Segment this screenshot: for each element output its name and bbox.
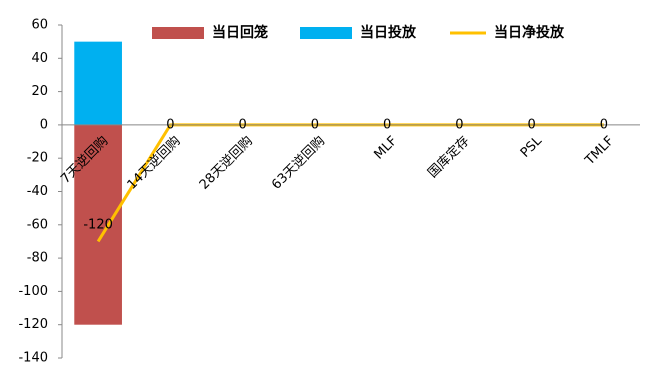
legend-label: 当日投放 <box>360 24 417 41</box>
legend-swatch <box>300 27 352 39</box>
x-tick-label: TMLF <box>582 134 617 169</box>
legend-label: 当日回笼 <box>212 24 268 41</box>
y-tick-label: -60 <box>27 217 48 232</box>
y-tick-label: -140 <box>18 351 48 366</box>
data-label: 0 <box>238 117 246 132</box>
y-tick-label: 20 <box>31 84 48 99</box>
data-label: 0 <box>383 117 391 132</box>
y-tick-label: -40 <box>27 184 48 199</box>
x-tick-label: PSL <box>518 133 546 161</box>
x-tick-label: 14天逆回购 <box>124 133 184 193</box>
legend-swatch <box>152 27 204 39</box>
data-label: 0 <box>455 117 463 132</box>
legend: 当日回笼 当日投放 当日净投放 <box>152 24 565 41</box>
y-tick-label: -120 <box>18 317 48 332</box>
x-tick-label: 国库定存 <box>425 133 473 181</box>
y-tick-label: 40 <box>31 51 48 66</box>
data-label: 0 <box>600 117 608 132</box>
data-label: 0 <box>527 117 535 132</box>
bar <box>74 41 122 125</box>
y-tick-label: -100 <box>18 284 48 299</box>
data-label: 0 <box>311 117 319 132</box>
x-tick-label: 28天逆回购 <box>196 133 256 193</box>
x-tick-label: 63天逆回购 <box>268 133 328 193</box>
y-tick-label: -80 <box>27 251 48 266</box>
x-tick-label: MLF <box>371 134 400 163</box>
y-tick-label: 60 <box>31 18 48 33</box>
bar <box>74 124 122 325</box>
y-tick-label: 0 <box>40 117 48 132</box>
data-label: 0 <box>166 117 174 132</box>
data-label: -120 <box>83 217 113 232</box>
legend-label: 当日净投放 <box>494 24 565 41</box>
y-tick-label: -20 <box>27 151 48 166</box>
